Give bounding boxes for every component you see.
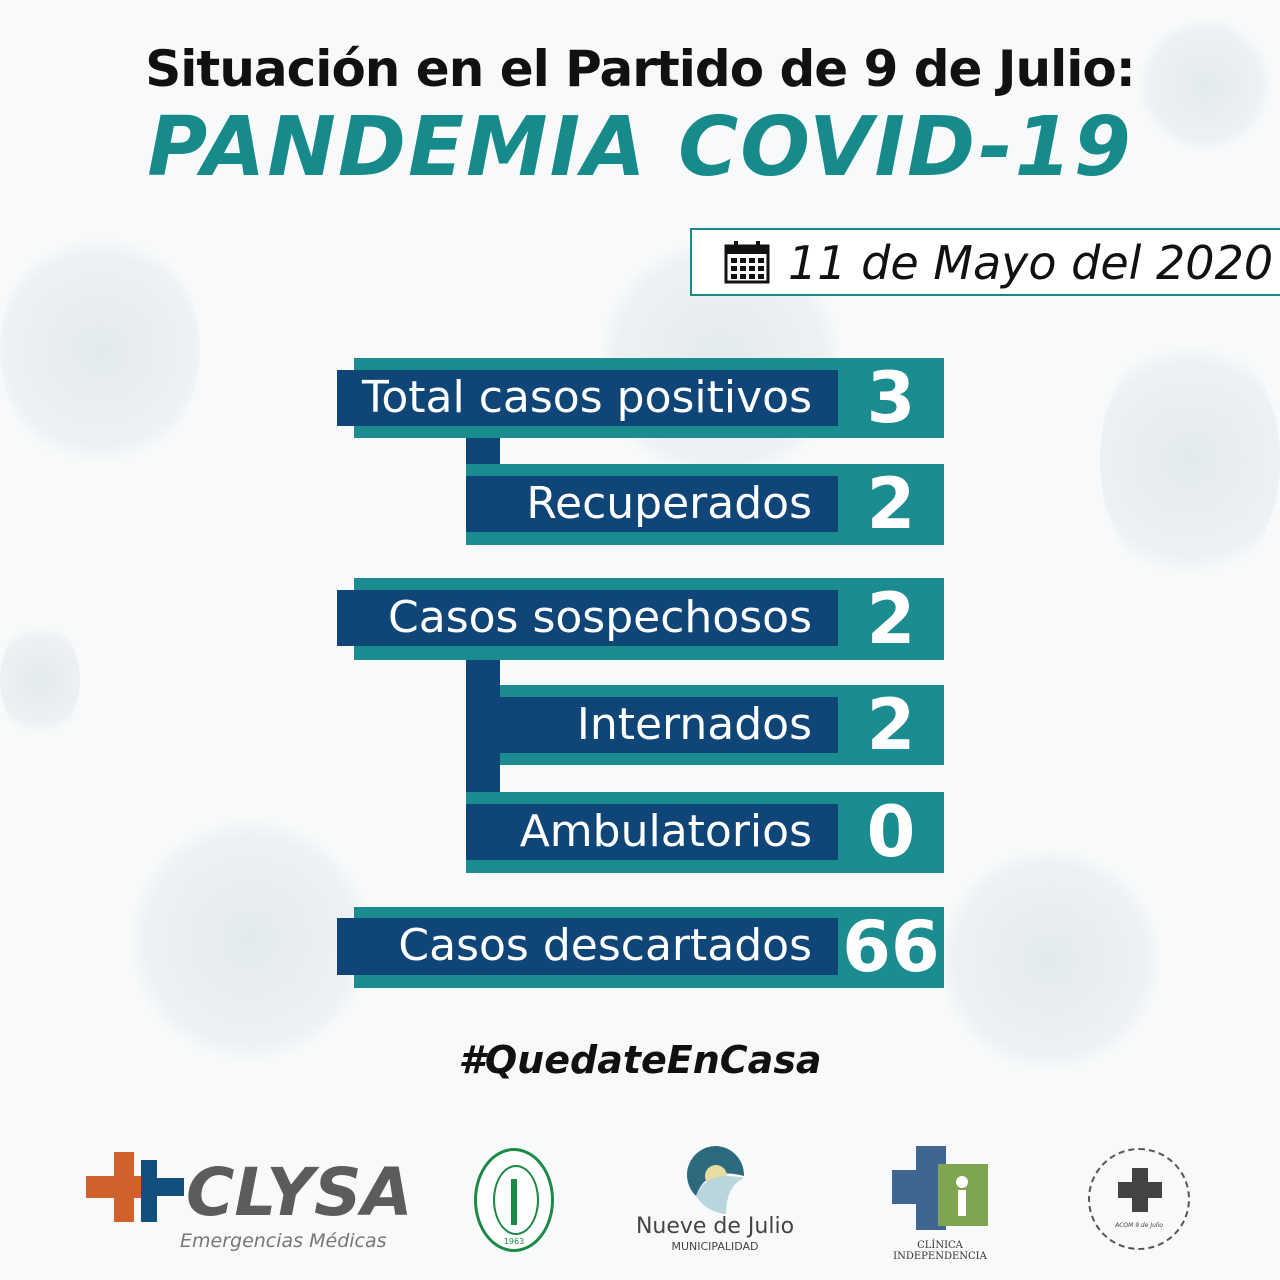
stat-label-box: Casos sospechosos [337,590,838,646]
date-text: 11 de Mayo del 2020 [788,236,1274,290]
stat-value: 2 [866,463,916,545]
stat-label: Internados [576,699,812,750]
cross-icon [1118,1168,1162,1212]
municipalidad-tagline: MUNICIPALIDAD [671,1240,759,1253]
page-title: Situación en el Partido de 9 de Julio: [145,40,1135,98]
stat-value: 66 [842,906,940,988]
seal-ring [493,1165,539,1235]
municipalidad-name: Nueve de Julio [635,1214,795,1239]
calendar-icon [724,241,770,284]
stat-label: Casos descartados [398,920,812,971]
stat-label-box: Ambulatorios [466,804,838,860]
stat-label-box: Casos descartados [337,918,838,975]
virus-decoration [1140,20,1270,150]
staff-icon [511,1179,517,1225]
acom-name: ACOM 9 de Julio [1115,1222,1163,1229]
hashtag: #QuedateEnCasa [458,1038,822,1082]
virus-decoration [1100,330,1280,590]
municipalidad-logo: Nueve de Julio MUNICIPALIDAD [630,1146,800,1256]
stat-value: 2 [866,684,916,766]
cross-person-icon [892,1146,988,1230]
stat-label: Recuperados [526,478,812,529]
seal-year: 1963 [503,1237,525,1246]
stat-value: 0 [866,791,916,873]
stat-label: Total casos positivos [361,372,812,423]
virus-decoration [940,850,1160,1070]
stat-value: 3 [866,357,916,439]
clinica-name: CLÍNICA INDEPENDENCIA [893,1240,987,1262]
virus-decoration [0,620,80,740]
page-subtitle: PANDEMIA COVID-19 [147,100,1133,195]
circulo-medico-logo: 1963 [474,1148,554,1252]
cross-icon [86,1152,184,1222]
stat-label: Casos sospechosos [388,592,812,643]
stat-label-box: Internados [500,697,838,753]
clysa-tagline: Emergencias Médicas [180,1230,387,1252]
wave-emblem-icon [687,1146,744,1214]
clinica-independencia-logo: CLÍNICA INDEPENDENCIA [870,1146,1010,1262]
stat-label: Ambulatorios [519,806,812,857]
stat-label-box: Recuperados [466,476,838,532]
clysa-name: CLYSA [186,1154,413,1231]
acom-logo: ACOM 9 de Julio [1088,1148,1190,1250]
virus-decoration [130,820,370,1060]
clysa-logo: CLYSA Emergencias Médicas [86,1152,413,1257]
stat-label-box: Total casos positivos [337,370,838,426]
stat-value: 2 [866,578,916,660]
date-box: 11 de Mayo del 2020 [690,228,1280,296]
virus-decoration [0,230,200,470]
